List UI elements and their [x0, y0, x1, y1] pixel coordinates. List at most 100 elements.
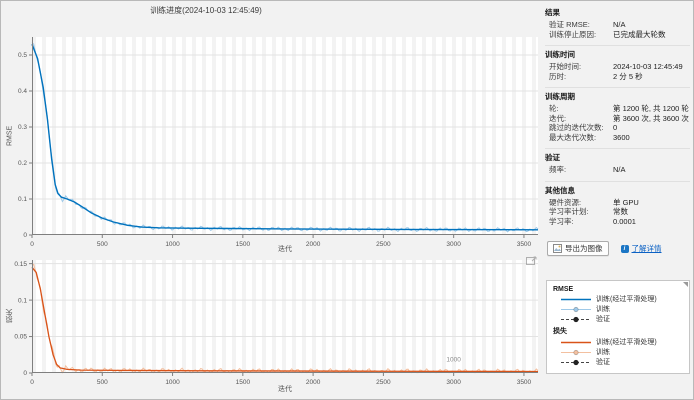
export-image-button[interactable]: 导出为图像: [547, 241, 609, 256]
legend-entry: 训练: [553, 347, 687, 357]
rmse-y-axis-label: RMSE: [6, 125, 14, 147]
legend-entry: 训练(经过平滑处理): [553, 337, 687, 347]
legend-line-sample: [561, 298, 591, 300]
info-row: 训练停止原因: 已完成最大轮数: [545, 30, 690, 40]
legend-line-sample: [561, 349, 591, 355]
info-sections: 结果 验证 RMSE: N/A 训练停止原因: 已完成最大轮数 训练时间 开始时间: 2024…: [545, 4, 690, 226]
info-row: 轮: 第 1200 轮, 共 1200 轮: [545, 104, 690, 114]
svg-text:1500: 1500: [236, 379, 251, 386]
svg-text:1000: 1000: [165, 379, 180, 386]
info-label: 硬件资源:: [549, 197, 582, 207]
panel-section: 结果验证 RMSE: N/A 训练停止原因: 已完成最大轮数: [545, 4, 690, 39]
legend-entry: 训练: [553, 304, 687, 314]
info-value: N/A: [613, 165, 626, 174]
export-image-icon: [553, 244, 562, 253]
svg-text:2500: 2500: [376, 241, 391, 248]
legend-line-sample: [561, 359, 591, 365]
info-label: 历时:: [549, 71, 567, 81]
info-value: 第 1200 轮, 共 1200 轮: [613, 104, 689, 113]
learn-more-label: 了解详情: [631, 244, 662, 253]
info-label: 迭代:: [549, 113, 567, 123]
svg-text:3500: 3500: [517, 379, 532, 386]
legend-line-sample: [561, 306, 591, 312]
info-value: 第 3600 次, 共 3600 次: [613, 113, 689, 123]
info-row: 开始时间: 2024-10-03 12:45:49: [545, 62, 690, 72]
info-value: 2 分 5 秒: [613, 71, 643, 81]
svg-text:0.05: 0.05: [14, 334, 27, 341]
svg-text:0.3: 0.3: [18, 124, 27, 131]
legend-entry-label: 训练(经过平滑处理): [596, 339, 657, 346]
info-row: 最大迭代次数: 3600: [545, 133, 690, 143]
info-row: 历时: 2 分 5 秒: [545, 72, 690, 82]
legend-line-sample: [561, 316, 591, 322]
loss-plot-area: 0 500 1000 1500 2000 2500 3000 3500 0 0.05 0.1 0.15…: [14, 260, 539, 386]
svg-text:2000: 2000: [306, 241, 321, 248]
info-row: 跳过的迭代次数: 0: [545, 123, 690, 133]
svg-text:3500: 3500: [517, 241, 532, 248]
section-header: 结果: [545, 8, 560, 17]
info-icon: i: [620, 244, 629, 253]
svg-text:500: 500: [97, 241, 108, 248]
info-row: 验证 RMSE: N/A: [545, 20, 690, 30]
info-value: 常数: [613, 207, 628, 216]
panel-buttons: 导出为图像 i 了解详情: [545, 241, 690, 256]
svg-text:0: 0: [30, 379, 34, 386]
legend-group-title: RMSE: [553, 286, 574, 293]
info-value: 单 GPU: [613, 197, 639, 207]
info-label: 学习率计划:: [549, 207, 589, 216]
svg-text:0.15: 0.15: [14, 261, 27, 268]
learn-more-link[interactable]: i 了解详情: [620, 243, 662, 254]
legend-entry: 验证: [553, 314, 687, 324]
legend-entry-label: 验证: [596, 316, 610, 323]
legend-entry-label: 训练(经过平滑处理): [596, 296, 657, 303]
svg-text:0.1: 0.1: [18, 297, 27, 304]
svg-text:0.2: 0.2: [18, 160, 27, 167]
panel-section: 其他信息硬件资源: 单 GPU 学习率计划: 常数 学习率: 0.0001: [545, 180, 690, 227]
info-label: 频率:: [549, 165, 567, 174]
legend-groups: RMSE 训练(经过平滑处理) 训练 验证 损失 训练(经过平滑处理) 训练 验证: [553, 286, 687, 367]
legend-entry: 训练(经过平滑处理): [553, 294, 687, 304]
svg-text:2000: 2000: [306, 379, 321, 386]
legend-line-sample: [561, 341, 591, 343]
info-row: 学习率: 0.0001: [545, 217, 690, 227]
info-value: 已完成最大轮数: [613, 29, 666, 39]
svg-text:0.1: 0.1: [18, 196, 27, 203]
svg-text:1000: 1000: [165, 241, 180, 248]
info-label: 跳过的迭代次数:: [549, 123, 604, 132]
info-row: 硬件资源: 单 GPU: [545, 198, 690, 208]
legend-entry-label: 验证: [596, 359, 610, 366]
panel-section: 训练周期轮: 第 1200 轮, 共 1200 轮迭代: 第 3600 次, 共 3…: [545, 87, 690, 142]
info-label: 轮:: [549, 104, 559, 113]
section-header: 训练时间: [545, 50, 575, 59]
section-header: 训练周期: [545, 92, 575, 101]
loss-x-axis-label: 迭代: [278, 386, 292, 393]
window-title: 训练进度(2024-10-03 12:45:49): [150, 6, 262, 15]
panel-section: 验证 频率: N/A: [545, 148, 690, 175]
info-value: N/A: [613, 20, 626, 29]
rmse-x-axis-label: 迭代: [278, 246, 292, 253]
svg-text:0.4: 0.4: [18, 88, 27, 95]
legend-resize-grip[interactable]: [683, 282, 688, 287]
legend-entry-label: 训练: [596, 349, 610, 356]
svg-text:3000: 3000: [446, 241, 461, 248]
svg-text:2500: 2500: [376, 379, 391, 386]
info-label: 验证 RMSE:: [549, 20, 590, 29]
axes-export-icon[interactable]: [526, 256, 537, 265]
epoch-annotation: 1000: [446, 356, 461, 363]
legend-entry-label: 训练: [596, 306, 610, 313]
rmse-plot-area: 0 500 1000 1500 2000 2500 3000 3500 0 0.1 0.2 0.3 0.…: [18, 37, 539, 248]
svg-text:3000: 3000: [446, 379, 461, 386]
legend-entry: 验证: [553, 357, 687, 367]
svg-text:1500: 1500: [236, 241, 251, 248]
info-label: 学习率:: [549, 216, 574, 226]
info-value: 0: [613, 123, 618, 132]
info-panel: 结果 验证 RMSE: N/A 训练停止原因: 已完成最大轮数 训练时间 开始时间: 2024…: [541, 1, 693, 399]
panel-section: 训练时间开始时间: 2024-10-03 12:45:49 历时: 2 分 5 秒: [545, 45, 690, 81]
info-row: 迭代: 第 3600 次, 共 3600 次: [545, 114, 690, 124]
info-label: 开始时间:: [549, 62, 582, 71]
legend-panel: RMSE 训练(经过平滑处理) 训练 验证 损失 训练(经过平滑处理) 训练 验证: [546, 280, 690, 374]
legend-group-title: 损失: [553, 328, 567, 335]
section-header: 其他信息: [545, 185, 575, 195]
info-value: 2024-10-03 12:45:49: [613, 62, 683, 71]
